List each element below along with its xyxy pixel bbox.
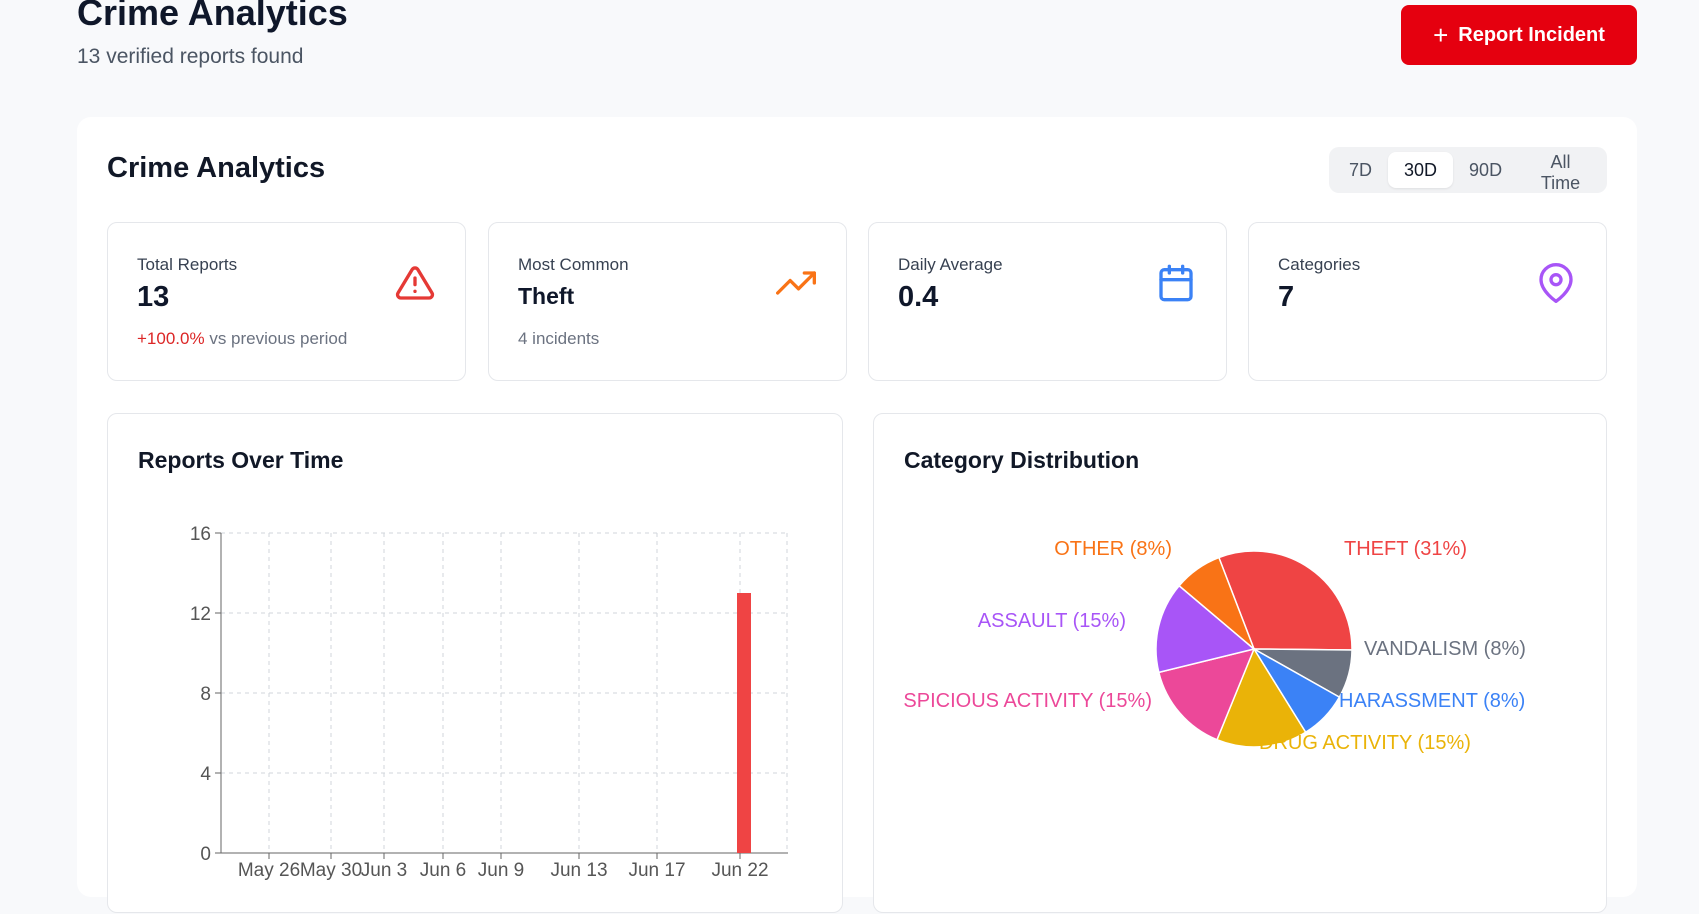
y-tick-label: 0: [200, 844, 211, 865]
x-tick-label: Jun 13: [550, 860, 607, 881]
stat-label: Categories: [1278, 255, 1361, 274]
stat-label: Most Common: [518, 255, 629, 274]
stat-label: Daily Average: [898, 255, 1003, 274]
time-range-selector: 7D 30D 90D All Time: [1329, 147, 1607, 193]
analytics-title: Crime Analytics: [107, 152, 326, 184]
pie-slice: [1215, 647, 1307, 748]
stat-label: Total Reports: [137, 255, 238, 274]
report-incident-button[interactable]: + Report Incident: [1401, 5, 1637, 65]
y-tick-label: 8: [200, 684, 211, 705]
change-percent: +100.0%: [137, 329, 205, 348]
change-suffix: vs previous period: [204, 329, 348, 348]
stat-sub: 4 incidents: [518, 329, 600, 348]
stat-card-most-common: Most Common Theft 4 incidents: [488, 222, 847, 381]
x-tick-label: May 30: [300, 860, 362, 881]
x-tick-label: May 26: [238, 860, 300, 881]
stat-value: Theft: [518, 283, 575, 309]
calendar-icon: [1159, 264, 1193, 302]
pie-slice-label: OTHER (8%): [1054, 538, 1172, 560]
x-tick-label: Jun 3: [361, 860, 407, 881]
range-30d-button[interactable]: 30D: [1388, 152, 1454, 188]
stat-value: 7: [1278, 281, 1295, 313]
pie-slice-label: ASSAULT (15%): [978, 610, 1126, 632]
stat-card-daily-average: Daily Average 0.4: [868, 222, 1227, 381]
alert-triangle-icon: [395, 266, 435, 300]
stat-card-categories: Categories 7: [1248, 222, 1607, 381]
pie-slice-label: SUSPICIOUS ACTIVITY (15%): [904, 690, 1152, 712]
pie-slice-label: THEFT (31%): [1344, 538, 1467, 560]
range-90d-button[interactable]: 90D: [1453, 152, 1518, 188]
x-tick-label: Jun 9: [478, 860, 524, 881]
x-tick-label: Jun 17: [628, 860, 685, 881]
pie-slice: [1155, 584, 1256, 674]
y-tick-label: 4: [200, 764, 211, 785]
pie-slice-label: HARASSMENT (8%): [1339, 690, 1525, 712]
stat-card-total-reports: Total Reports 13 +100.0% vs previous per…: [107, 222, 466, 381]
plus-icon: +: [1433, 20, 1449, 50]
y-tick-label: 16: [190, 524, 211, 545]
chart-title: Category Distribution: [904, 447, 1140, 473]
pie-slice-label: DRUG ACTIVITY (15%): [1259, 732, 1471, 754]
stat-change: +100.0% vs previous period: [137, 329, 347, 349]
range-7d-button[interactable]: 7D: [1333, 152, 1388, 188]
stat-value: 0.4: [898, 281, 939, 313]
map-pin-icon: [1539, 263, 1573, 303]
pie-slice: [1217, 550, 1353, 651]
pie-slice-label: VANDALISM (8%): [1364, 638, 1526, 660]
page-subtitle: 13 verified reports found: [77, 45, 304, 68]
pie-slice: [1178, 556, 1255, 650]
trending-up-icon: [776, 271, 816, 295]
x-tick-label: Jun 6: [420, 860, 466, 881]
page-title: Crime Analytics: [77, 0, 348, 33]
pie-slice: [1157, 647, 1256, 741]
category-distribution-chart: THEFT (31%) VANDALISM (8%) HARASSMENT (8%)…: [904, 538, 1526, 754]
x-tick-label: Jun 22: [711, 860, 768, 881]
analytics-panel: Crime Analytics 7D 30D 90D All Time Tota…: [77, 117, 1637, 913]
stat-value: 13: [137, 281, 170, 313]
reports-over-time-card: Reports Over Time 0 4 8 12 16 May 26 May 30 Jun…: [107, 413, 843, 913]
chart-title: Reports Over Time: [138, 447, 344, 473]
report-incident-label: Report Incident: [1458, 23, 1605, 46]
bar: [737, 593, 751, 853]
range-all-time-button[interactable]: All Time: [1518, 152, 1603, 193]
category-distribution-card: Category Distribution THEFT (31%) VANDALI…: [873, 413, 1607, 913]
y-tick-label: 12: [190, 604, 211, 625]
